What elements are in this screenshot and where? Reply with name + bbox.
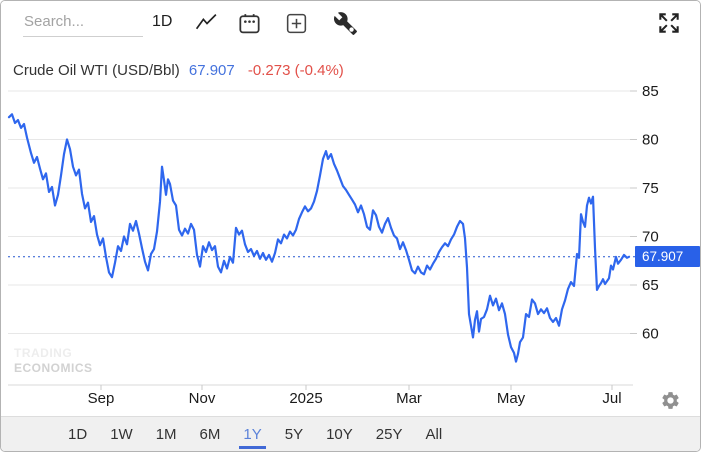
svg-text:Sep: Sep: [88, 390, 115, 407]
symbol-title: Crude Oil WTI (USD/Bbl): [13, 62, 180, 79]
range-button-25y[interactable]: 25Y: [367, 417, 412, 451]
last-price: 67.907: [188, 62, 235, 79]
svg-text:70: 70: [642, 229, 659, 246]
symbol-header: Crude Oil WTI (USD/Bbl) 67.907 -0.273 (-…: [13, 62, 344, 79]
chart-gridlines: [8, 90, 631, 334]
current-price-badge: 67.907: [635, 246, 700, 268]
watermark-trading: TRADING: [14, 346, 72, 360]
range-selector-bar: 1D 1W 1M 6M 1Y 5Y 10Y 25Y All: [1, 416, 700, 451]
fullscreen-icon[interactable]: [656, 10, 681, 35]
range-button-all[interactable]: All: [417, 417, 452, 451]
wrench-icon[interactable]: [333, 11, 358, 36]
y-axis-labels: 85 80 75 70 65 60: [630, 83, 659, 343]
svg-text:Nov: Nov: [189, 390, 216, 407]
x-axis-labels: Sep Nov 2025 Mar May Jul: [88, 385, 622, 407]
watermark-economics: ECONOMICS: [14, 361, 93, 375]
settings-gear-icon[interactable]: [660, 390, 681, 411]
range-button-1y[interactable]: 1Y: [234, 417, 270, 451]
search-box: [23, 10, 143, 37]
svg-text:80: 80: [642, 132, 659, 149]
svg-text:75: 75: [642, 180, 659, 197]
search-input[interactable]: [23, 10, 143, 37]
top-toolbar: 1D: [1, 1, 700, 47]
price-change: -0.273 (-0.4%): [247, 62, 344, 79]
price-series-line: [7, 113, 631, 363]
range-button-6m[interactable]: 6M: [191, 417, 230, 451]
range-button-5y[interactable]: 5Y: [276, 417, 312, 451]
range-button-1w[interactable]: 1W: [101, 417, 142, 451]
svg-text:60: 60: [642, 326, 659, 343]
plus-square-icon[interactable]: [284, 11, 309, 36]
calendar-icon[interactable]: [237, 11, 262, 36]
svg-text:65: 65: [642, 277, 659, 294]
range-button-1m[interactable]: 1M: [147, 417, 186, 451]
svg-text:2025: 2025: [289, 390, 322, 407]
svg-text:May: May: [497, 390, 526, 407]
line-style-icon[interactable]: [194, 11, 219, 36]
svg-text:Jul: Jul: [602, 390, 621, 407]
svg-text:85: 85: [642, 83, 659, 100]
svg-text:Mar: Mar: [396, 390, 422, 407]
range-button-1d[interactable]: 1D: [59, 417, 96, 451]
interval-button[interactable]: 1D: [152, 13, 173, 30]
range-button-10y[interactable]: 10Y: [317, 417, 362, 451]
